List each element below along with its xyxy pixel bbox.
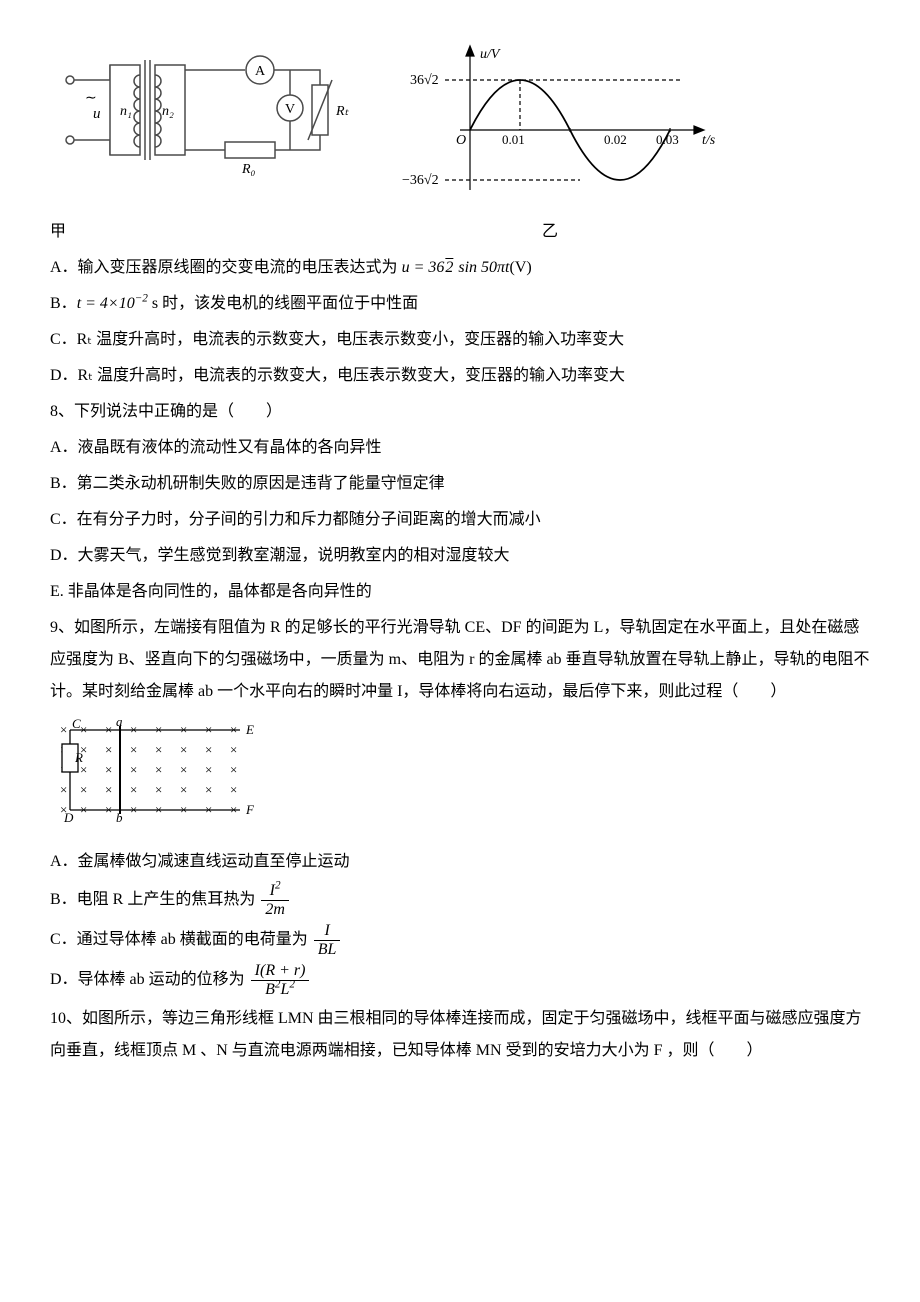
q9d-den: B2L2: [251, 981, 310, 999]
svg-text:×: ×: [205, 782, 212, 797]
q9-option-c: C．通过导体棒 ab 横截面的电荷量为 IBL: [50, 922, 870, 958]
svg-text:×: ×: [130, 742, 137, 757]
q7b-pre: B．: [50, 295, 77, 312]
q8-option-b: B．第二类永动机研制失败的原因是违背了能量守恒定律: [50, 468, 870, 500]
y-axis-label: u/V: [480, 47, 501, 62]
xtick-2: 0.03: [656, 132, 679, 147]
svg-text:×: ×: [155, 742, 162, 757]
q9-F: F: [245, 802, 255, 817]
svg-text:×: ×: [230, 742, 237, 757]
q7-option-b: B．t = 4×10−2 s 时，该发电机的线圈平面位于中性面: [50, 288, 870, 320]
ammeter-label: A: [255, 64, 266, 79]
u-label: u: [93, 106, 101, 122]
q10-stem: 10、如图所示，等边三角形线框 LMN 由三根相同的导体棒连接而成，固定于匀强磁…: [50, 1003, 870, 1067]
q9-a: a: [116, 714, 123, 729]
y-neg-label: −36√2: [402, 173, 439, 188]
svg-text:×: ×: [180, 742, 187, 757]
svg-text:×: ×: [230, 782, 237, 797]
svg-text:×: ×: [60, 782, 67, 797]
q9-R: R: [74, 750, 83, 765]
voltmeter-label: V: [285, 102, 295, 117]
caption-left: 甲: [50, 216, 370, 248]
q9c-pre: C．通过导体棒 ab 横截面的电荷量为: [50, 931, 308, 948]
q9-b: b: [116, 810, 123, 824]
q7-option-a: A．输入变压器原线圈的交变电流的电压表达式为 u = 362 sin 50πt(…: [50, 252, 870, 284]
q9-D: D: [63, 810, 74, 824]
svg-text:×: ×: [230, 762, 237, 777]
q9d-pre: D．导体棒 ab 运动的位移为: [50, 971, 245, 988]
q9-option-a: A．金属棒做匀减速直线运动直至停止运动: [50, 846, 870, 878]
q9-diagram: ×××××××× ×××××××× ×××××××× ×××××××× ××××…: [50, 714, 270, 824]
q9-stem: 9、如图所示，左端接有阻值为 R 的足够长的平行光滑导轨 CE、DF 的间距为 …: [50, 612, 870, 708]
q8-option-a: A．液晶既有液体的流动性又有晶体的各向异性: [50, 432, 870, 464]
origin-label: O: [456, 133, 466, 148]
y-pos-label: 36√2: [410, 73, 439, 88]
n2-label: n₂: [162, 104, 174, 119]
q7a-pre: A．输入变压器原线圈的交变电流的电压表达式为: [50, 259, 398, 276]
q9-C: C: [72, 716, 81, 731]
svg-text:×: ×: [105, 762, 112, 777]
q9c-num: I: [314, 922, 341, 941]
svg-text:×: ×: [155, 762, 162, 777]
q8-option-d: D．大雾天气，学生感觉到教室潮湿，说明教室内的相对湿度较大: [50, 540, 870, 572]
svg-text:×: ×: [205, 762, 212, 777]
q8-stem: 8、下列说法中正确的是（ ）: [50, 396, 870, 428]
svg-text:×: ×: [105, 782, 112, 797]
q9-option-d: D．导体棒 ab 运动的位移为 I(R + r)B2L2: [50, 962, 870, 998]
figure-row: ∼ u n₁ n₂ A V R₀ Rₜ u/V t/s 36√2 −36√2: [50, 40, 870, 210]
q7-option-d: D．Rₜ 温度升高时，电流表的示数变大，电压表示数变大，变压器的输入功率变大: [50, 360, 870, 392]
svg-text:×: ×: [130, 782, 137, 797]
xtick-1: 0.02: [604, 132, 627, 147]
svg-text:×: ×: [80, 782, 87, 797]
q9b-pre: B．电阻 R 上产生的焦耳热为: [50, 891, 255, 908]
svg-text:×: ×: [205, 742, 212, 757]
q7b-post: 时，该发电机的线圈平面位于中性面: [158, 295, 418, 312]
x-axis-label: t/s: [702, 133, 716, 148]
wave-diagram: u/V t/s 36√2 −36√2 O 0.01 0.02 0.03: [400, 40, 720, 210]
q9b-den: 2m: [261, 901, 289, 919]
figure-captions: 甲 乙: [50, 216, 730, 248]
svg-text:×: ×: [130, 762, 137, 777]
svg-text:×: ×: [60, 722, 67, 737]
svg-text:×: ×: [180, 782, 187, 797]
q8-option-e: E. 非晶体是各向同性的，晶体都是各向异性的: [50, 576, 870, 608]
svg-text:×: ×: [180, 762, 187, 777]
q7-option-c: C．Rₜ 温度升高时，电流表的示数变大，电压表示数变小，变压器的输入功率变大: [50, 324, 870, 356]
r0-label: R₀: [241, 162, 256, 177]
xtick-0: 0.01: [502, 132, 525, 147]
q8-option-c: C．在有分子力时，分子间的引力和斥力都随分子间距离的增大而减小: [50, 504, 870, 536]
svg-text:×: ×: [105, 742, 112, 757]
circuit-diagram: ∼ u n₁ n₂ A V R₀ Rₜ: [50, 40, 350, 180]
n1-label: n₁: [120, 104, 132, 119]
q9-E: E: [245, 722, 254, 737]
q9b-num: I2: [261, 882, 289, 901]
q9-option-b: B．电阻 R 上产生的焦耳热为 I22m: [50, 882, 870, 918]
q9c-den: BL: [314, 941, 341, 959]
rt-label: Rₜ: [335, 104, 350, 119]
caption-right: 乙: [370, 216, 730, 248]
tilde-label: ∼: [85, 91, 97, 106]
svg-text:×: ×: [155, 782, 162, 797]
